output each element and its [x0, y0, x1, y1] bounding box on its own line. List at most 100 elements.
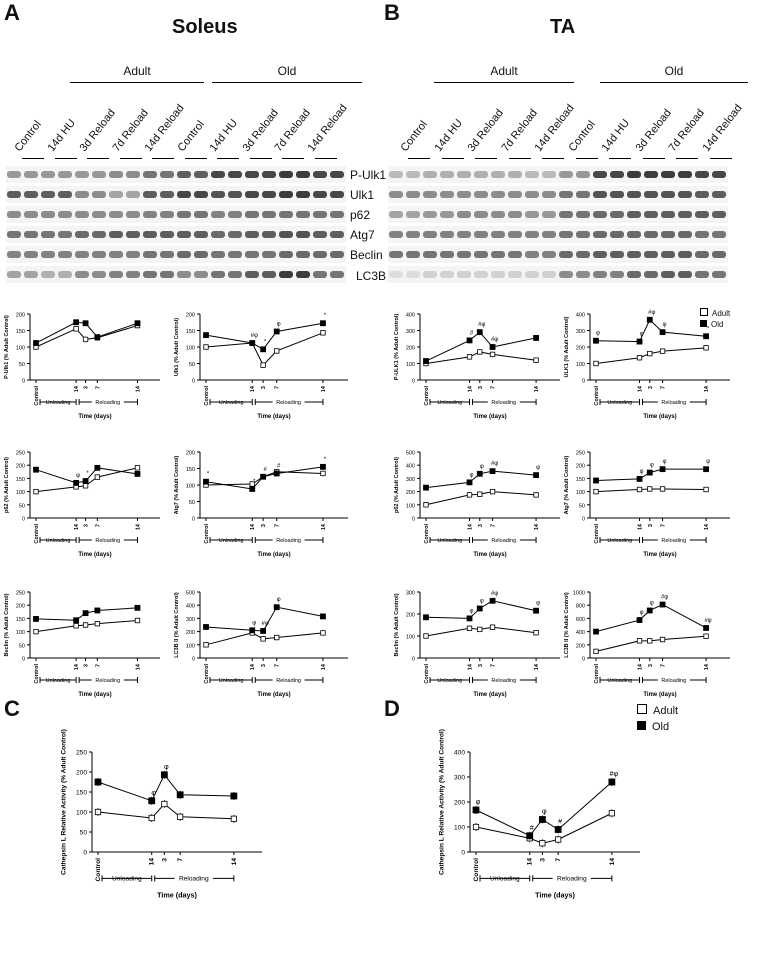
data-point-old [249, 340, 256, 346]
blot-band [406, 171, 420, 178]
blot-band [678, 251, 692, 258]
blot-band [296, 251, 310, 258]
x-tick-label: 3 [478, 664, 484, 667]
y-tick-label: 0 [412, 379, 415, 385]
blot-band [41, 271, 55, 278]
blot-band [423, 251, 437, 258]
blot-band [262, 171, 276, 178]
unloading-label: Unloading [607, 678, 632, 684]
blot-strip [6, 226, 346, 243]
unloading-label: Unloading [607, 400, 632, 406]
significance-annotation: φ [542, 807, 547, 816]
lane-underline [475, 158, 497, 159]
blot-band [262, 231, 276, 238]
blot-band [661, 211, 675, 218]
blot-band [525, 211, 539, 218]
blot-band [695, 251, 709, 258]
data-point-old [593, 628, 599, 635]
x-tick-label: 7 [95, 386, 101, 389]
x-axis-title: Time (days) [473, 552, 506, 558]
data-point-old [249, 486, 256, 492]
blot-band [474, 171, 488, 178]
blot-band [262, 191, 276, 198]
blot-band [330, 271, 344, 278]
data-point-old [659, 601, 666, 608]
data-point-old [554, 826, 562, 833]
x-tick-label: 14 [638, 523, 644, 530]
protein-label: Ulk1 [350, 188, 375, 202]
x-axis-title: Time (days) [257, 692, 290, 698]
x-tick-label: Control [204, 664, 210, 684]
data-point-old [533, 335, 539, 341]
blot-strip [6, 206, 346, 223]
blot-band [194, 231, 208, 238]
data-point-old [273, 470, 280, 477]
blot-band [576, 231, 590, 238]
blot-band [313, 231, 327, 238]
blot-band [177, 191, 191, 198]
blot-band [559, 171, 573, 178]
legend-old-label: Old [711, 320, 724, 329]
data-point-adult [320, 470, 326, 477]
blot-band [661, 251, 675, 258]
data-point-adult [593, 360, 599, 367]
blot-band [389, 211, 403, 218]
data-point-old [203, 332, 209, 339]
significance-annotation: φ [277, 597, 281, 603]
x-axis-title: Time (days) [643, 414, 676, 420]
y-tick-label: 50 [19, 362, 25, 368]
data-point-adult [489, 488, 496, 495]
data-point-adult [703, 486, 709, 493]
blot-band [695, 191, 709, 198]
y-tick-label: 100 [576, 362, 585, 368]
blot-strip [6, 166, 346, 183]
lane-underline [508, 158, 531, 159]
y-tick-label: 800 [576, 604, 585, 610]
y-tick-label: 150 [186, 329, 195, 335]
x-axis-title: Time (days) [473, 414, 506, 420]
data-point-old [533, 607, 539, 614]
panel-letter-a: A [4, 0, 20, 25]
data-point-old [646, 607, 653, 614]
legend-adult-label: Adult [712, 309, 731, 318]
label-bg [272, 536, 305, 543]
blot-band [279, 211, 293, 218]
y-tick-label: 0 [582, 657, 585, 663]
chart-soleus-atg7: 0 50 100 150 200 Atg7 (% Adult Control) Contro… [174, 451, 348, 558]
significance-annotation: φ [151, 788, 156, 797]
x-tick-label: 3 [161, 858, 168, 862]
x-tick-label: 3 [84, 664, 90, 667]
label-bg [657, 676, 690, 683]
significance-annotation: * [707, 326, 710, 332]
blot-band [160, 271, 174, 278]
x-tick-label: 14 [534, 385, 540, 392]
x-tick-label: 7 [491, 524, 497, 527]
blot-band [296, 211, 310, 218]
x-axis-title: Time (days) [257, 414, 290, 420]
blot-band [126, 251, 140, 258]
blot-band [406, 211, 420, 218]
data-point-adult [33, 628, 39, 635]
blot-band [7, 231, 21, 238]
y-tick-label: 100 [454, 825, 465, 832]
y-tick-label: 200 [406, 346, 415, 352]
data-point-old [703, 333, 709, 340]
x-axis-title: Time (days) [535, 891, 575, 900]
blot-band [126, 231, 140, 238]
blot-band [712, 231, 726, 238]
x-tick-label: 3 [84, 524, 90, 527]
x-tick-label: 3 [261, 386, 267, 389]
data-point-adult [477, 349, 483, 355]
blot-band [644, 171, 658, 178]
blot-strip [388, 206, 728, 223]
significance-annotation: * [86, 471, 89, 477]
blot-band [508, 271, 522, 278]
protein-label: p62 [350, 208, 371, 222]
blot-band [423, 171, 437, 178]
data-point-adult [134, 465, 141, 471]
ta-old-group: Old [664, 64, 684, 78]
blot-band [440, 211, 454, 218]
y-tick-label: 0 [412, 517, 415, 523]
protein-label: Beclin [350, 248, 383, 262]
